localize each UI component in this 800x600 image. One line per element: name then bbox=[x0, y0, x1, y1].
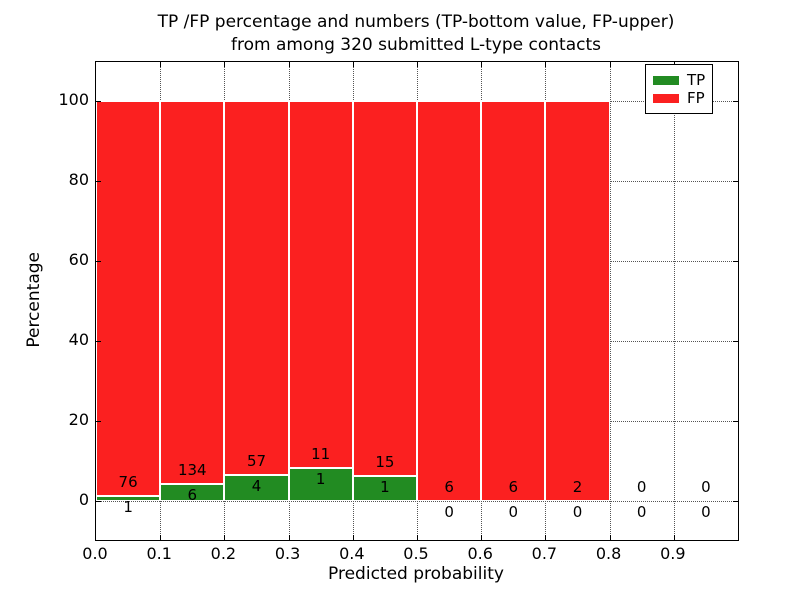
chart-title: TP /FP percentage and numbers (TP-bottom… bbox=[95, 11, 737, 57]
x-tick-mark bbox=[545, 62, 547, 67]
x-tick-mark bbox=[288, 62, 290, 67]
fp-count-label: 11 bbox=[311, 444, 331, 463]
fp-count-label: 2 bbox=[572, 478, 583, 496]
legend: TP FP bbox=[645, 64, 713, 114]
bar-segment-fp bbox=[160, 101, 225, 484]
tp-color-swatch bbox=[653, 76, 679, 85]
tp-count-label: 1 bbox=[315, 469, 326, 488]
bar-segment-fp bbox=[288, 101, 353, 468]
legend-entry-tp: TP bbox=[653, 72, 706, 89]
bar-segment-tp bbox=[224, 474, 289, 501]
x-tick-mark bbox=[609, 535, 611, 540]
x-tick-label: 0.7 bbox=[531, 544, 558, 563]
chart-title-line-1: TP /FP percentage and numbers (TP-bottom… bbox=[157, 12, 675, 32]
y-tick-mark bbox=[96, 501, 101, 502]
tp-count-label: 0 bbox=[508, 503, 519, 521]
y-tick-label: 80 bbox=[68, 170, 89, 189]
x-tick-mark bbox=[545, 535, 547, 540]
tp-count-label: 1 bbox=[380, 478, 390, 496]
y-tick-mark bbox=[96, 181, 101, 182]
x-tick-label: 0.6 bbox=[467, 544, 493, 563]
fp-count-label: 6 bbox=[508, 478, 519, 496]
y-tick-mark bbox=[733, 341, 738, 342]
y-tick-label: 40 bbox=[68, 330, 89, 349]
y-tick-label: 60 bbox=[68, 250, 89, 269]
y-tick-mark bbox=[733, 101, 738, 102]
gridline-vertical bbox=[673, 62, 675, 540]
bar-segment-fp bbox=[417, 101, 482, 501]
y-tick-label: 0 bbox=[78, 490, 89, 509]
x-tick-label: 0.8 bbox=[595, 544, 622, 563]
x-tick-mark bbox=[288, 535, 290, 540]
plot-area: 76 1 134 6 57 4 11 1 15 1 6 0 6 0 2 0 0 0 0 0 bbox=[95, 61, 739, 541]
fp-count-label: 57 bbox=[246, 451, 267, 470]
tp-count-label: 4 bbox=[251, 476, 262, 495]
fp-count-label: 0 bbox=[636, 478, 647, 496]
tp-count-label: 0 bbox=[572, 503, 583, 521]
x-tick-label: 0.3 bbox=[274, 544, 301, 563]
x-tick-label: 0.9 bbox=[660, 544, 686, 563]
y-tick-mark bbox=[733, 421, 738, 422]
fp-count-label: 6 bbox=[444, 478, 454, 496]
bar-segment-tp bbox=[160, 483, 225, 501]
x-tick-mark bbox=[160, 535, 162, 540]
fp-color-swatch bbox=[653, 94, 679, 103]
bar-segment-fp bbox=[545, 101, 610, 501]
x-tick-mark bbox=[417, 62, 418, 67]
x-tick-label: 0.1 bbox=[146, 544, 172, 563]
gridline-horizontal bbox=[96, 501, 738, 502]
y-tick-mark bbox=[96, 261, 101, 262]
fp-count-label: 134 bbox=[177, 460, 207, 479]
tp-count-label: 0 bbox=[444, 503, 454, 521]
y-tick-mark bbox=[96, 421, 101, 422]
y-tick-mark bbox=[96, 341, 101, 342]
fp-count-label: 76 bbox=[118, 472, 138, 491]
x-tick-label: 0.2 bbox=[210, 544, 237, 563]
x-tick-mark bbox=[481, 62, 483, 67]
y-tick-label: 20 bbox=[68, 410, 89, 429]
x-tick-mark bbox=[417, 535, 418, 540]
legend-label-fp: FP bbox=[687, 89, 705, 107]
y-tick-mark bbox=[96, 101, 101, 102]
x-tick-mark bbox=[224, 62, 226, 67]
tp-count-label: 0 bbox=[636, 503, 647, 521]
y-tick-mark bbox=[733, 261, 738, 262]
bar-segment-fp bbox=[352, 101, 417, 476]
fp-count-label: 15 bbox=[375, 453, 395, 471]
legend-entry-fp: FP bbox=[653, 90, 706, 107]
x-tick-mark bbox=[609, 62, 611, 67]
y-tick-label: 100 bbox=[58, 90, 89, 109]
x-tick-label: 0.4 bbox=[339, 544, 365, 563]
bar-segment-tp bbox=[352, 476, 417, 501]
fp-count-label: 0 bbox=[701, 478, 711, 496]
x-tick-label: 0.5 bbox=[403, 544, 429, 563]
bar-segment-fp bbox=[481, 101, 546, 501]
tp-count-label: 6 bbox=[187, 485, 198, 504]
chart-title-line-2: from among 320 submitted L-type contacts bbox=[230, 35, 601, 55]
y-axis-label: Percentage bbox=[24, 252, 44, 348]
tp-count-label: 0 bbox=[701, 503, 711, 521]
gridline-vertical bbox=[609, 62, 611, 540]
x-tick-mark bbox=[160, 62, 162, 67]
y-tick-mark bbox=[733, 501, 738, 502]
x-tick-mark bbox=[352, 62, 354, 67]
bar-segment-tp bbox=[288, 467, 353, 501]
bar-segment-fp bbox=[96, 101, 161, 496]
bar-segment-fp bbox=[224, 101, 289, 475]
x-tick-mark bbox=[224, 535, 226, 540]
x-tick-mark bbox=[481, 535, 483, 540]
x-tick-mark bbox=[673, 535, 675, 540]
x-axis-label: Predicted probability bbox=[328, 564, 504, 584]
x-tick-label: 0.0 bbox=[82, 544, 108, 563]
bar-segment-tp bbox=[96, 495, 161, 501]
y-tick-mark bbox=[733, 181, 738, 182]
legend-label-tp: TP bbox=[687, 71, 706, 89]
x-tick-mark bbox=[352, 535, 354, 540]
tp-count-label: 1 bbox=[123, 497, 133, 516]
